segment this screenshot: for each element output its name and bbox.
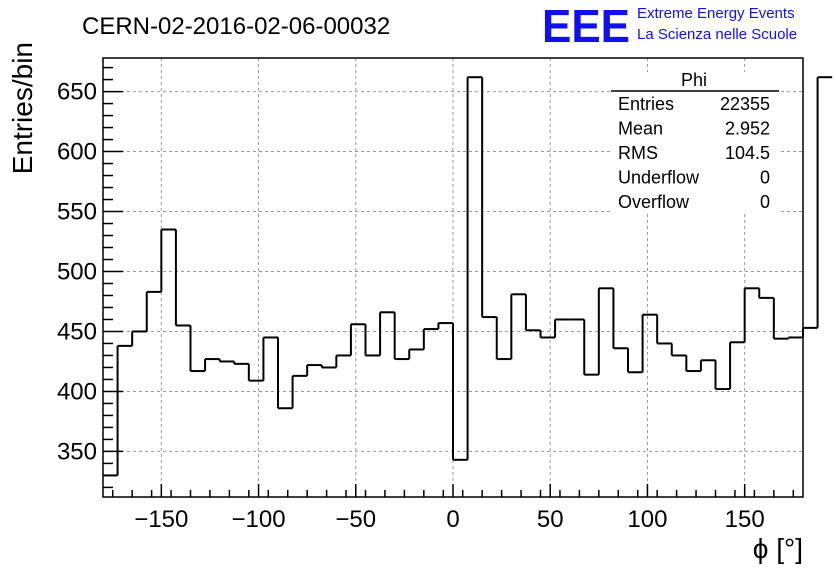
y-tick-label: 500 — [57, 259, 97, 286]
x-tick-label: −50 — [335, 506, 376, 533]
x-tick-label: 150 — [725, 506, 765, 533]
stats-row-value: 2.952 — [725, 119, 770, 139]
eee-logo: EEE Extreme Energy Events La Scienza nel… — [542, 0, 797, 52]
y-tick-label: 550 — [57, 199, 97, 226]
stats-row-label: Entries — [618, 94, 674, 114]
y-tick-label: 600 — [57, 139, 97, 166]
logo-mark: EEE — [542, 0, 630, 52]
x-tick-label: 100 — [627, 506, 667, 533]
stats-row-label: RMS — [618, 143, 658, 163]
x-axis-label: ϕ [°] — [753, 533, 803, 564]
stats-row-value: 0 — [760, 192, 770, 212]
y-tick-label: 650 — [57, 79, 97, 106]
tick-labels: −150 −100 −50 0 50 100 150 350 400 450 500 550 600 65… — [57, 79, 765, 533]
stats-box-title: Phi — [681, 70, 707, 90]
stats-box-background — [611, 72, 779, 212]
stats-row-value: 0 — [760, 168, 770, 188]
x-tick-label: 50 — [537, 506, 564, 533]
stats-box: Phi Entries 22355 Mean 2.952 RMS 104.5 Underfl… — [611, 70, 779, 212]
stats-row-value: 22355 — [720, 94, 770, 114]
chart-title: CERN-02-2016-02-06-00032 — [82, 13, 390, 40]
x-tick-label: −100 — [232, 506, 286, 533]
stats-row-label: Mean — [618, 119, 663, 139]
y-tick-label: 450 — [57, 318, 97, 345]
stats-row-label: Underflow — [618, 168, 700, 188]
histogram-bins — [103, 76, 833, 477]
logo-line-2: La Scienza nelle Scuole — [637, 26, 797, 43]
stats-row-label: Overflow — [618, 192, 690, 212]
y-axis-label: Entries/bin — [7, 42, 38, 174]
y-tick-label: 350 — [57, 438, 97, 465]
stats-row-value: 104.5 — [725, 143, 770, 163]
y-tick-label: 400 — [57, 378, 97, 405]
axis-ticks — [103, 66, 795, 497]
stats-rows: Entries 22355 Mean 2.952 RMS 104.5 Underflow 0 O… — [618, 94, 770, 212]
x-tick-label: −150 — [134, 506, 188, 533]
x-tick-label: 0 — [446, 506, 459, 533]
logo-line-1: Extreme Energy Events — [637, 5, 795, 22]
